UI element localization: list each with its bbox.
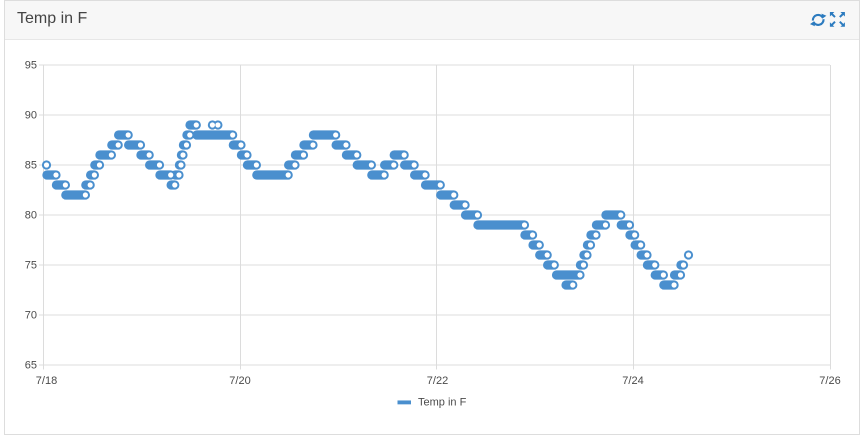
- svg-text:80: 80: [25, 210, 37, 222]
- svg-text:90: 90: [25, 110, 37, 122]
- svg-text:65: 65: [25, 360, 37, 372]
- svg-text:85: 85: [25, 160, 37, 172]
- svg-text:7/20: 7/20: [229, 375, 250, 387]
- svg-text:75: 75: [25, 260, 37, 272]
- svg-text:Temp in F: Temp in F: [418, 397, 467, 409]
- svg-text:7/22: 7/22: [427, 375, 448, 387]
- svg-text:7/18: 7/18: [36, 375, 57, 387]
- svg-text:7/24: 7/24: [622, 375, 643, 387]
- svg-text:95: 95: [25, 60, 37, 72]
- svg-text:7/26: 7/26: [819, 375, 840, 387]
- svg-text:70: 70: [25, 310, 37, 322]
